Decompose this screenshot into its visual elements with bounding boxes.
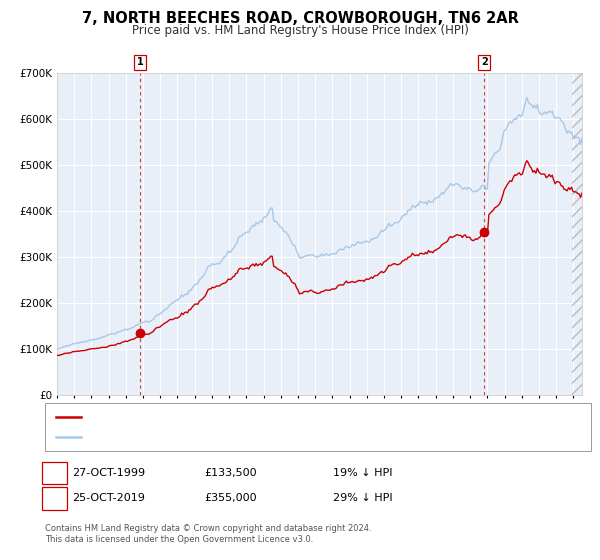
Text: HPI: Average price, detached house, Wealden: HPI: Average price, detached house, Weal… (88, 432, 316, 442)
Text: 7, NORTH BEECHES ROAD, CROWBOROUGH, TN6 2AR (detached house): 7, NORTH BEECHES ROAD, CROWBOROUGH, TN6 … (88, 412, 447, 422)
Text: Price paid vs. HM Land Registry's House Price Index (HPI): Price paid vs. HM Land Registry's House … (131, 24, 469, 36)
Text: 2: 2 (481, 57, 488, 67)
Text: 1: 1 (137, 57, 143, 67)
Bar (572, 73, 582, 395)
Text: 7, NORTH BEECHES ROAD, CROWBOROUGH, TN6 2AR: 7, NORTH BEECHES ROAD, CROWBOROUGH, TN6 … (82, 11, 518, 26)
Text: 25-OCT-2019: 25-OCT-2019 (72, 493, 145, 503)
Text: £355,000: £355,000 (204, 493, 257, 503)
Text: 2: 2 (50, 492, 59, 505)
Text: Contains HM Land Registry data © Crown copyright and database right 2024.
This d: Contains HM Land Registry data © Crown c… (45, 524, 371, 544)
Text: £133,500: £133,500 (204, 468, 257, 478)
Text: 27-OCT-1999: 27-OCT-1999 (72, 468, 145, 478)
Text: 29% ↓ HPI: 29% ↓ HPI (333, 493, 392, 503)
Text: 1: 1 (50, 466, 59, 480)
Text: 19% ↓ HPI: 19% ↓ HPI (333, 468, 392, 478)
